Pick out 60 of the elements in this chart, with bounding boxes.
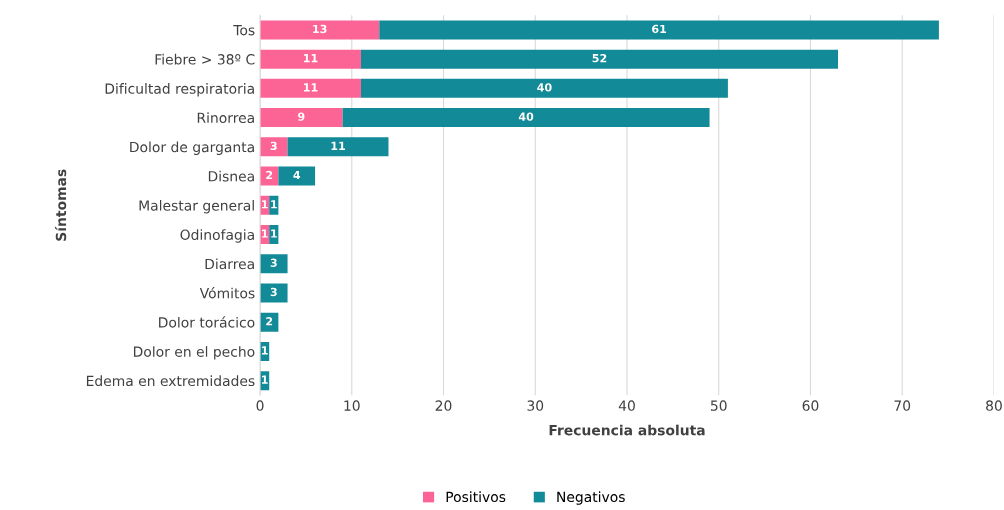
- y-tick-label: Fiebre > 38º C: [155, 53, 255, 65]
- data-label: 1: [271, 229, 277, 238]
- bar: [260, 283, 288, 303]
- x-tick-label: 20: [435, 400, 452, 411]
- data-label: 2: [266, 317, 273, 326]
- y-tick-label: Malestar general: [139, 200, 254, 214]
- legend-label: Positivos: [446, 491, 506, 503]
- bar: [278, 166, 316, 186]
- bar: [260, 254, 288, 274]
- bar: [360, 49, 838, 69]
- y-tick-label: Vómitos: [199, 287, 255, 299]
- data-label: 4: [293, 171, 301, 180]
- data-label: 2: [266, 170, 273, 180]
- x-axis-title: Frecuencia absoluta: [549, 424, 705, 436]
- y-tick-label: Diarrea: [205, 258, 254, 270]
- x-tick-label: 40: [618, 400, 635, 411]
- y-tick-label: Dolor de garganta: [130, 141, 254, 155]
- x-tick-label: 60: [802, 400, 819, 411]
- y-tick-label: Edema en extremidades: [86, 375, 255, 387]
- bar: [342, 108, 710, 128]
- data-label: 3: [270, 258, 277, 267]
- bar: [260, 137, 288, 157]
- data-label: 40: [518, 112, 534, 121]
- x-tick-label: 10: [344, 400, 360, 411]
- bar: [287, 137, 389, 157]
- bar: [260, 108, 343, 128]
- data-label: 3: [270, 287, 277, 297]
- data-label: 9: [298, 112, 305, 121]
- data-label: 1: [262, 346, 268, 355]
- y-axis-title: Síntomas: [54, 169, 67, 241]
- x-tick-label: 50: [710, 400, 727, 411]
- data-label: 11: [331, 141, 345, 150]
- x-tick-label: 30: [527, 400, 544, 411]
- bar: [360, 78, 728, 98]
- data-label: 1: [262, 200, 268, 209]
- bar: [379, 20, 939, 40]
- x-tick-label: 0: [256, 400, 264, 411]
- data-label: 1: [271, 200, 277, 209]
- y-tick-label: Dolor torácico: [159, 316, 255, 328]
- data-label: 1: [262, 229, 268, 238]
- data-label: 52: [592, 53, 607, 63]
- y-tick-label: Disnea: [208, 170, 254, 182]
- data-label: 13: [313, 24, 327, 34]
- y-tick-label: Rinorrea: [197, 112, 254, 124]
- x-tick-label: 80: [986, 400, 1002, 411]
- x-tick-label: 70: [894, 400, 911, 411]
- y-tick-label: Tos: [233, 25, 255, 36]
- bar: [260, 78, 361, 98]
- data-label: 3: [270, 141, 277, 151]
- data-label: 40: [537, 83, 552, 92]
- data-label: 11: [304, 83, 318, 92]
- data-label: 61: [652, 24, 667, 34]
- y-tick-label: Dolor en el pecho: [133, 346, 255, 360]
- legend-label: Negativos: [557, 491, 625, 505]
- bar: [260, 20, 380, 40]
- y-tick-label: Odinofagia: [180, 229, 254, 243]
- y-tick-label: Dificultad respiratoria: [105, 83, 254, 97]
- bar: [260, 49, 361, 69]
- data-label: 1: [262, 375, 268, 384]
- data-label: 11: [304, 54, 318, 63]
